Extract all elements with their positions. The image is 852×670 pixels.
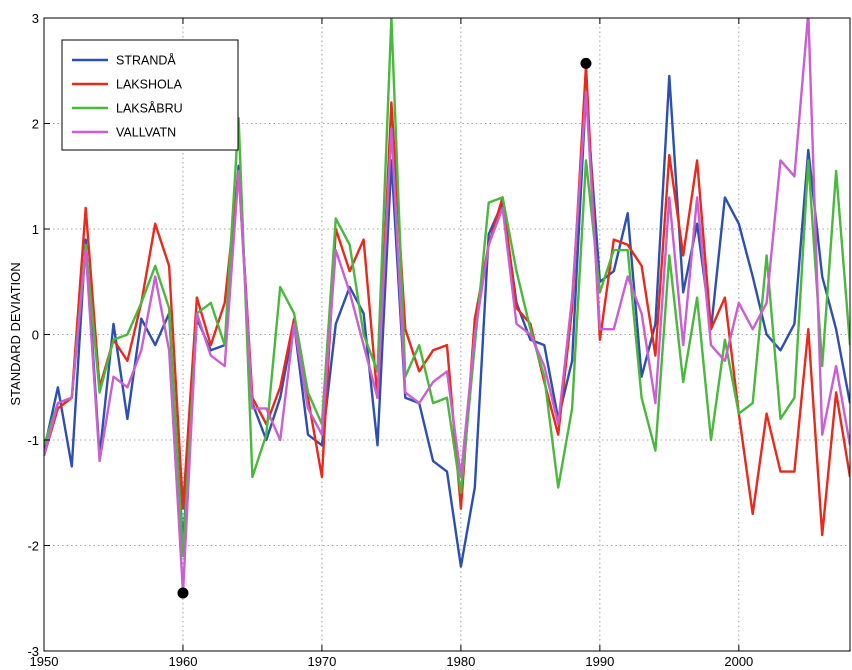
series-line-2: [44, 64, 850, 537]
legend-label-2: LAKSHOLA: [116, 78, 183, 92]
legend-label-4: VALLVATN: [116, 126, 176, 140]
series-lines: [44, 18, 850, 595]
y-axis-label: STANDARD DEVIATION: [8, 262, 23, 405]
y-tick-label: -1: [27, 433, 39, 448]
legend-label-3: LAKSÅBRU: [116, 101, 183, 116]
x-tick-label: 2000: [724, 654, 753, 669]
y-tick-label: 0: [32, 328, 39, 343]
series-line-3: [44, 18, 850, 558]
legend-label-1: STRANDÅ: [116, 53, 176, 68]
legend-items: STRANDÅ LAKSHOLA LAKSÅBRU VALLVATN: [72, 53, 183, 140]
axis-ticks: 1950 1960 1970 1980 1990 2000 -3 -2 -1 0 1 2 3: [27, 11, 753, 669]
highlight-markers: [177, 57, 592, 599]
highlight-marker-2: [580, 57, 592, 69]
series-line-4: [44, 18, 850, 595]
x-tick-label: 1960: [169, 654, 198, 669]
y-tick-label: 2: [32, 117, 39, 132]
x-tick-label: 1990: [585, 654, 614, 669]
x-tick-label: 1950: [30, 654, 59, 669]
y-tick-label: -2: [27, 539, 39, 554]
y-tick-label: -3: [27, 644, 39, 659]
y-tick-label: 1: [32, 222, 39, 237]
legend: STRANDÅ LAKSHOLA LAKSÅBRU VALLVATN: [61, 39, 239, 151]
x-tick-label: 1980: [446, 654, 475, 669]
highlight-marker-1: [177, 587, 189, 599]
x-tick-label: 1970: [307, 654, 336, 669]
y-tick-label: 3: [32, 11, 39, 26]
